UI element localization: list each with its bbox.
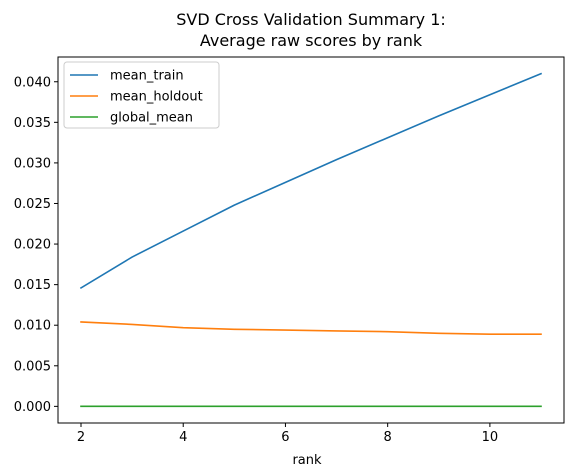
x-tick-label: 10 (482, 430, 499, 445)
y-tick-label: 0.035 (14, 116, 51, 131)
y-tick-label: 0.025 (14, 197, 51, 212)
legend-label-global-mean: global_mean (110, 111, 193, 126)
series-line-mean-train (79, 72, 543, 289)
y-tick-label: 0.000 (14, 400, 51, 415)
legend: mean_train mean_holdout global_mean (63, 61, 220, 129)
x-tick-label: 6 (281, 430, 289, 445)
chart-title-line2: Average raw scores by rank (200, 31, 423, 50)
y-tick-label: 0.020 (14, 238, 51, 253)
y-tick-label: 0.010 (14, 319, 51, 334)
x-tick-label: 8 (384, 430, 392, 445)
plot-frame (57, 56, 565, 424)
series-layer (79, 72, 543, 408)
y-tick-label: 0.030 (14, 156, 51, 171)
x-axis-label: rank (292, 453, 322, 468)
chart-title-line1: SVD Cross Validation Summary 1: (176, 10, 446, 29)
y-tick-label: 0.040 (14, 75, 51, 90)
series-line-mean-holdout (80, 321, 542, 335)
legend-box (63, 61, 220, 129)
y-tick-label: 0.005 (14, 359, 51, 374)
x-tick-label: 4 (179, 430, 187, 445)
axes-layer: 2 4 6 8 10 0.000 0.005 0.010 0.015 0.020 0.025 0.03… (14, 75, 498, 445)
legend-label-mean-holdout: mean_holdout (110, 90, 203, 105)
y-tick-label: 0.015 (14, 278, 51, 293)
x-tick-label: 2 (77, 430, 85, 445)
legend-label-mean-train: mean_train (110, 69, 184, 84)
